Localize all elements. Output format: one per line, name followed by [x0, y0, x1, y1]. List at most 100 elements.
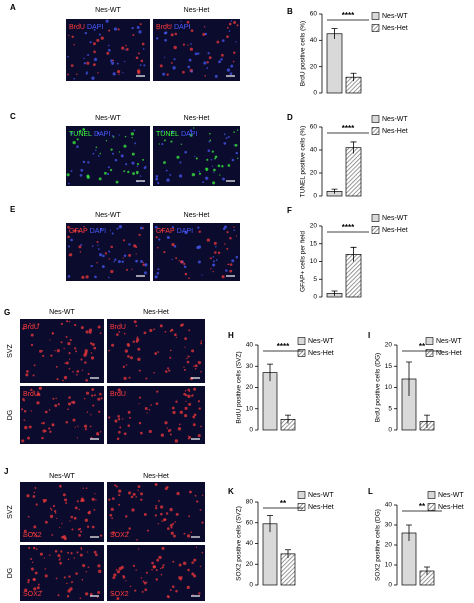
cell-signal [155, 177, 159, 181]
cell-signal [33, 578, 36, 581]
cell-signal [76, 437, 79, 439]
row-label: DG [7, 410, 14, 421]
cell-signal [209, 132, 211, 135]
cell-signal [76, 551, 79, 554]
significance-label: **** [342, 124, 355, 133]
cell-signal [43, 557, 45, 559]
cell-signal [97, 564, 101, 568]
cell-signal [195, 546, 198, 548]
cell-signal [196, 500, 199, 503]
cell-signal [164, 370, 168, 373]
cell-signal [143, 64, 146, 67]
cell-signal [213, 171, 215, 173]
cell-signal [68, 367, 71, 370]
cell-signal [121, 260, 124, 263]
cell-signal [91, 394, 94, 397]
cell-signal [109, 513, 113, 517]
cell-signal [212, 263, 216, 267]
cell-signal [94, 553, 98, 557]
cell-signal [221, 165, 224, 168]
cell-signal [56, 517, 58, 519]
cell-signal [110, 269, 114, 274]
cell-signal [139, 175, 142, 177]
cell-signal [157, 181, 160, 185]
cell-signal [164, 38, 168, 42]
cell-signal [80, 547, 83, 550]
cell-signal [142, 48, 145, 50]
cell-signal [98, 410, 101, 413]
cell-signal [70, 170, 73, 172]
cell-signal [207, 52, 210, 55]
cell-signal [59, 561, 62, 565]
cell-signal [138, 421, 142, 425]
cell-signal [92, 152, 95, 155]
panel-letter: B [287, 7, 293, 16]
cell-signal [151, 561, 154, 565]
cell-signal [159, 64, 163, 68]
cell-signal [111, 593, 114, 595]
cell-signal [220, 58, 223, 61]
cell-signal [68, 396, 71, 399]
cell-signal [210, 158, 213, 161]
cell-signal [233, 21, 237, 24]
cell-signal [99, 152, 101, 155]
cell-signal [48, 409, 51, 411]
cell-signal [155, 578, 158, 581]
legend-label: Nes-Het [382, 25, 408, 32]
cell-signal [215, 259, 218, 261]
cell-signal [108, 29, 111, 32]
cell-signal [144, 165, 147, 168]
cell-signal [138, 403, 140, 405]
cell-signal [85, 72, 88, 75]
cell-signal [22, 535, 25, 537]
cell-signal [138, 396, 142, 399]
cell-signal [148, 408, 151, 411]
cell-signal [86, 551, 88, 553]
cell-signal [144, 263, 148, 267]
cell-signal [93, 28, 96, 31]
stain-label: DAPI [177, 228, 193, 235]
cell-signal [228, 263, 230, 266]
cell-signal [33, 364, 36, 367]
cell-signal [87, 566, 90, 568]
cell-signal [111, 232, 114, 235]
cell-signal [85, 275, 89, 279]
cell-signal [144, 588, 148, 592]
cell-signal [73, 77, 76, 80]
cell-signal [201, 551, 204, 554]
cell-signal [188, 390, 191, 393]
cell-signal [175, 400, 178, 403]
cell-signal [182, 43, 186, 46]
cell-signal [53, 510, 57, 513]
cell-signal [193, 574, 197, 578]
cell-signal [82, 128, 85, 131]
cell-signal [42, 498, 45, 502]
cell-signal [126, 531, 130, 534]
cell-signal [214, 251, 217, 254]
cell-signal [73, 229, 76, 232]
cell-signal [125, 591, 127, 593]
cell-signal [92, 63, 96, 67]
cell-signal [30, 388, 33, 392]
cell-signal [133, 129, 136, 132]
cell-signal [77, 230, 80, 233]
legend-label: Nes-WT [308, 338, 334, 345]
significance-label: ** [419, 502, 426, 511]
stain-label: BrdU [110, 324, 126, 331]
cell-signal [184, 346, 186, 348]
cell-signal [107, 173, 110, 176]
cell-signal [229, 72, 233, 76]
cell-signal [70, 581, 74, 584]
cell-signal [204, 32, 208, 36]
cell-signal [75, 572, 78, 575]
cell-signal [42, 421, 45, 425]
cell-signal [137, 489, 139, 491]
cell-signal [81, 578, 84, 581]
cell-signal [198, 170, 201, 173]
cell-signal [51, 423, 55, 427]
error-bar [406, 524, 412, 541]
cell-signal [100, 228, 102, 231]
cell-signal [154, 352, 158, 355]
cell-signal [99, 392, 102, 396]
cell-signal [70, 131, 73, 135]
